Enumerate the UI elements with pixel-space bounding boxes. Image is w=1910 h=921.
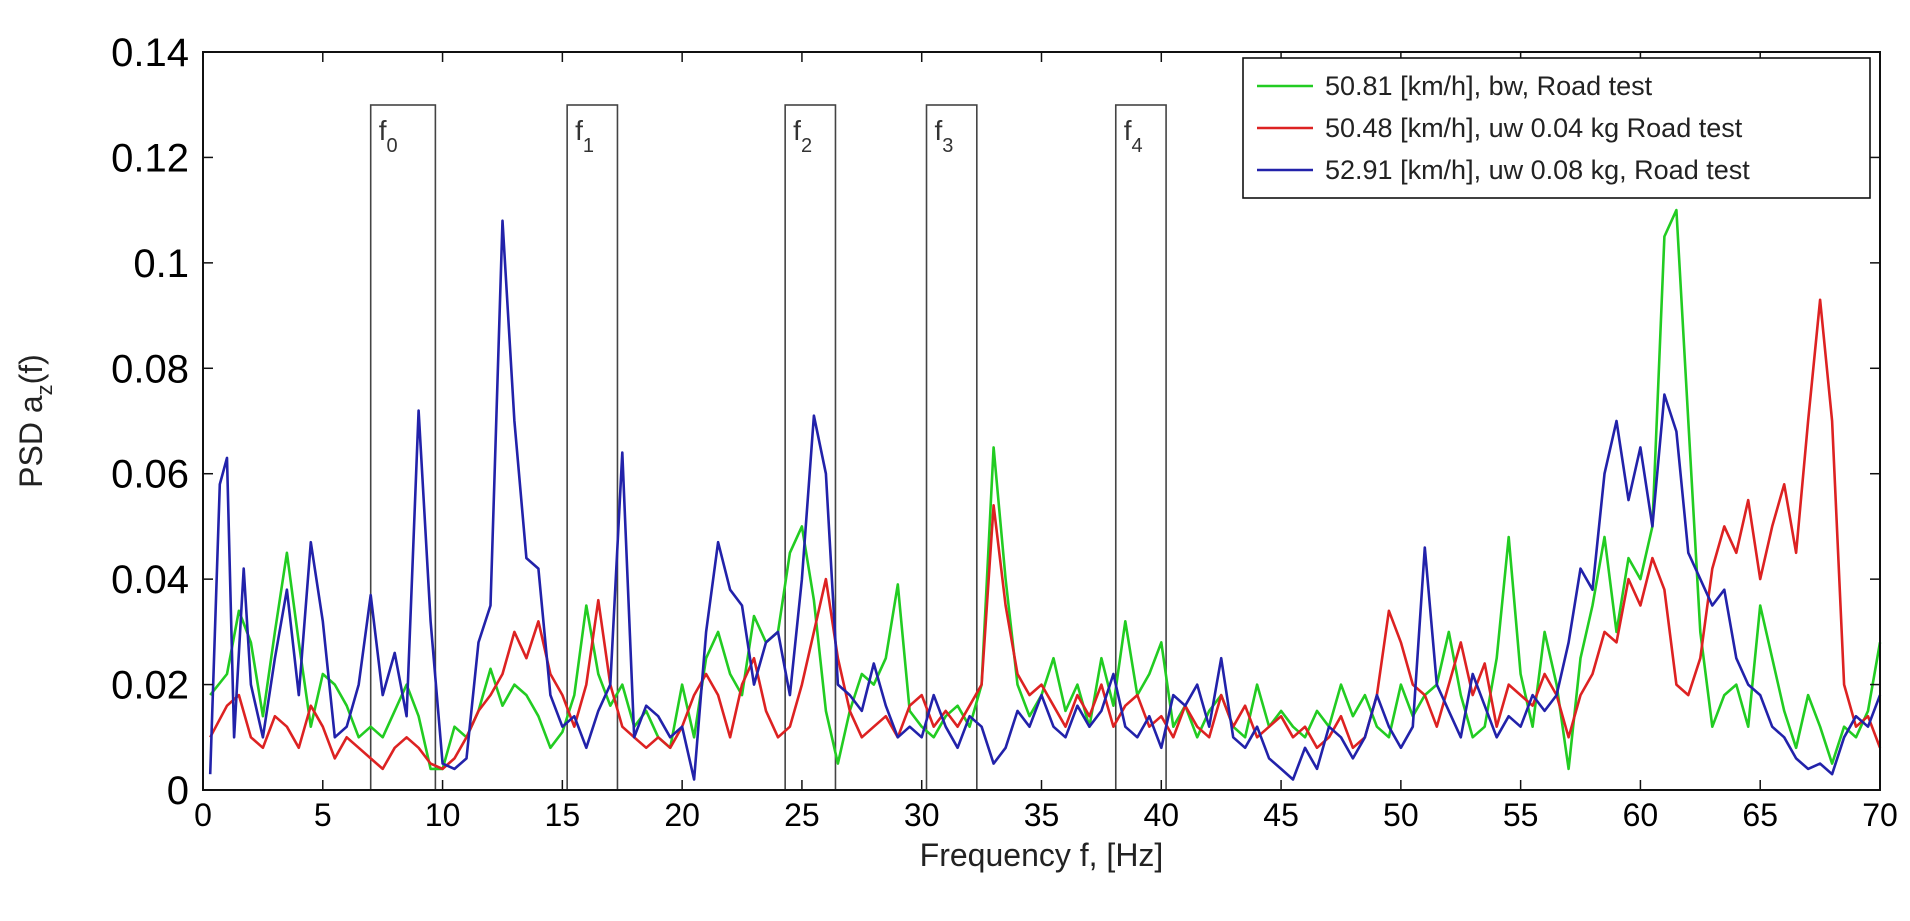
x-tick-label-1: 5 — [314, 797, 332, 833]
x-tick-label-10: 50 — [1383, 797, 1419, 833]
band-box-3 — [925, 104, 978, 791]
x-tick-label-11: 55 — [1503, 797, 1539, 833]
legend: 50.81 [km/h], bw, Road test 50.48 [km/h],… — [1242, 57, 1871, 199]
axis-ticks: 0 5 10 15 20 25 30 35 40 45 50 55 60 65 7000.020.040.0… — [111, 31, 1898, 833]
series-line-1 — [209, 298, 1882, 771]
x-tick-label-6: 30 — [904, 797, 940, 833]
x-tick-label-12: 60 — [1623, 797, 1659, 833]
band-label-sub-1: 1 — [583, 135, 594, 157]
y-tick-label-5: 0.1 — [133, 242, 189, 286]
legend-entry-0: 50.81 [km/h], bw, Road test — [1325, 71, 1653, 101]
y-axis-label-rest: (f) — [13, 354, 49, 384]
x-tick-label-14: 70 — [1862, 797, 1898, 833]
band-label-sub-2: 2 — [801, 135, 812, 157]
x-tick-label-2: 10 — [425, 797, 461, 833]
y-tick-label-4: 0.08 — [111, 347, 189, 391]
y-axis-label: PSD az(f) — [13, 354, 57, 488]
band-label-2: f2 — [793, 115, 812, 157]
legend-entry-1: 50.48 [km/h], uw 0.04 kg Road test — [1325, 113, 1743, 143]
x-tick-label-8: 40 — [1143, 797, 1179, 833]
band-label-3: f3 — [935, 115, 954, 157]
y-tick-label-7: 0.14 — [111, 31, 189, 75]
x-tick-label-9: 45 — [1263, 797, 1299, 833]
x-tick-label-5: 25 — [784, 797, 820, 833]
y-tick-label-1: 0.02 — [111, 664, 189, 708]
band-label-4: f4 — [1124, 115, 1143, 157]
x-tick-label-0: 0 — [194, 797, 212, 833]
y-tick-label-0: 0 — [167, 769, 189, 813]
legend-box — [1242, 57, 1871, 199]
legend-entry-2: 52.91 [km/h], uw 0.08 kg, Road test — [1325, 155, 1750, 185]
x-tick-label-7: 35 — [1024, 797, 1060, 833]
y-tick-label-2: 0.04 — [111, 558, 189, 602]
band-label-0: f0 — [379, 115, 398, 157]
series-line-2 — [208, 219, 1882, 781]
y-axis-label-sub: z — [32, 384, 57, 395]
band-label-1: f1 — [575, 115, 594, 157]
plot-lines — [208, 208, 1882, 781]
y-axis-label-main: PSD a — [13, 395, 49, 488]
band-label-sub-0: 0 — [386, 135, 397, 157]
x-tick-label-3: 15 — [545, 797, 581, 833]
y-tick-label-6: 0.12 — [111, 136, 189, 180]
band-label-sub-3: 3 — [942, 135, 953, 157]
frequency-bands: f0 f1 f2 f3 f4 — [369, 104, 1167, 791]
band-label-sub-4: 4 — [1132, 135, 1143, 157]
y-tick-label-3: 0.06 — [111, 453, 189, 497]
series-line-0 — [209, 208, 1882, 771]
x-tick-label-4: 20 — [664, 797, 700, 833]
x-tick-label-13: 65 — [1742, 797, 1778, 833]
x-axis-label: Frequency f, [Hz] — [920, 837, 1164, 873]
band-box-0 — [369, 104, 437, 791]
